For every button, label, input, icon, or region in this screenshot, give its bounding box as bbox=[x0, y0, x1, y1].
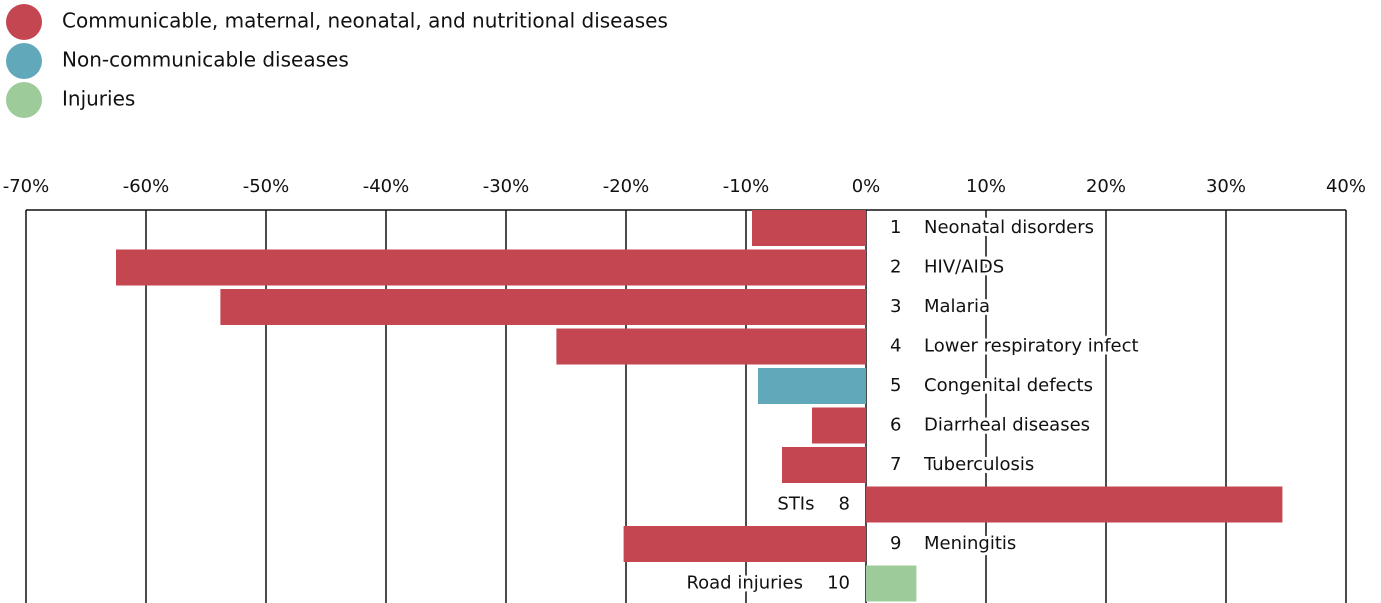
x-tick-label: -20% bbox=[603, 176, 650, 197]
rank-label: 7 bbox=[890, 454, 901, 475]
category-label: STIs bbox=[777, 494, 814, 515]
category-label: Tuberculosis bbox=[923, 454, 1034, 475]
category-label: Neonatal disorders bbox=[924, 217, 1094, 238]
bar bbox=[752, 210, 866, 246]
category-label: Road injuries bbox=[686, 573, 803, 594]
category-label: Lower respiratory infect bbox=[924, 336, 1139, 357]
rank-label: 10 bbox=[827, 573, 850, 594]
bar bbox=[782, 447, 866, 483]
legend-swatch bbox=[6, 82, 42, 118]
x-tick-label: -50% bbox=[243, 176, 290, 197]
legend-label: Non-communicable diseases bbox=[62, 48, 349, 72]
bar bbox=[812, 407, 866, 444]
bar bbox=[866, 565, 917, 602]
rank-label: 8 bbox=[839, 494, 850, 515]
x-tick-label: 10% bbox=[966, 176, 1006, 197]
x-tick-label: 40% bbox=[1326, 176, 1366, 197]
rank-label: 4 bbox=[890, 336, 901, 357]
category-label: HIV/AIDS bbox=[924, 257, 1004, 278]
x-tick-label: 20% bbox=[1086, 176, 1126, 197]
bar bbox=[116, 249, 866, 286]
category-label: Diarrheal diseases bbox=[924, 415, 1090, 436]
bar bbox=[623, 526, 866, 562]
x-tick-label: -70% bbox=[3, 176, 50, 197]
bar bbox=[758, 368, 866, 404]
legend-swatch bbox=[6, 4, 42, 40]
legend-label: Injuries bbox=[62, 87, 135, 111]
x-tick-label: -10% bbox=[723, 176, 770, 197]
bar bbox=[866, 486, 1283, 523]
rank-label: 9 bbox=[890, 533, 901, 554]
legend-label: Communicable, maternal, neonatal, and nu… bbox=[62, 9, 668, 33]
x-tick-label: -60% bbox=[123, 176, 170, 197]
x-tick-label: -40% bbox=[363, 176, 410, 197]
bar bbox=[556, 328, 866, 365]
rank-label: 1 bbox=[890, 217, 901, 238]
x-tick-label: -30% bbox=[483, 176, 530, 197]
category-label: Congenital defects bbox=[924, 375, 1093, 396]
x-tick-label: 30% bbox=[1206, 176, 1246, 197]
category-label: Malaria bbox=[924, 296, 990, 317]
rank-label: 6 bbox=[890, 415, 901, 436]
rank-label: 5 bbox=[890, 375, 901, 396]
legend-swatch bbox=[6, 43, 42, 79]
category-label: Meningitis bbox=[924, 533, 1016, 554]
rank-label: 3 bbox=[890, 296, 901, 317]
x-tick-label: 0% bbox=[852, 176, 881, 197]
bar bbox=[220, 289, 866, 325]
rank-label: 2 bbox=[890, 257, 901, 278]
